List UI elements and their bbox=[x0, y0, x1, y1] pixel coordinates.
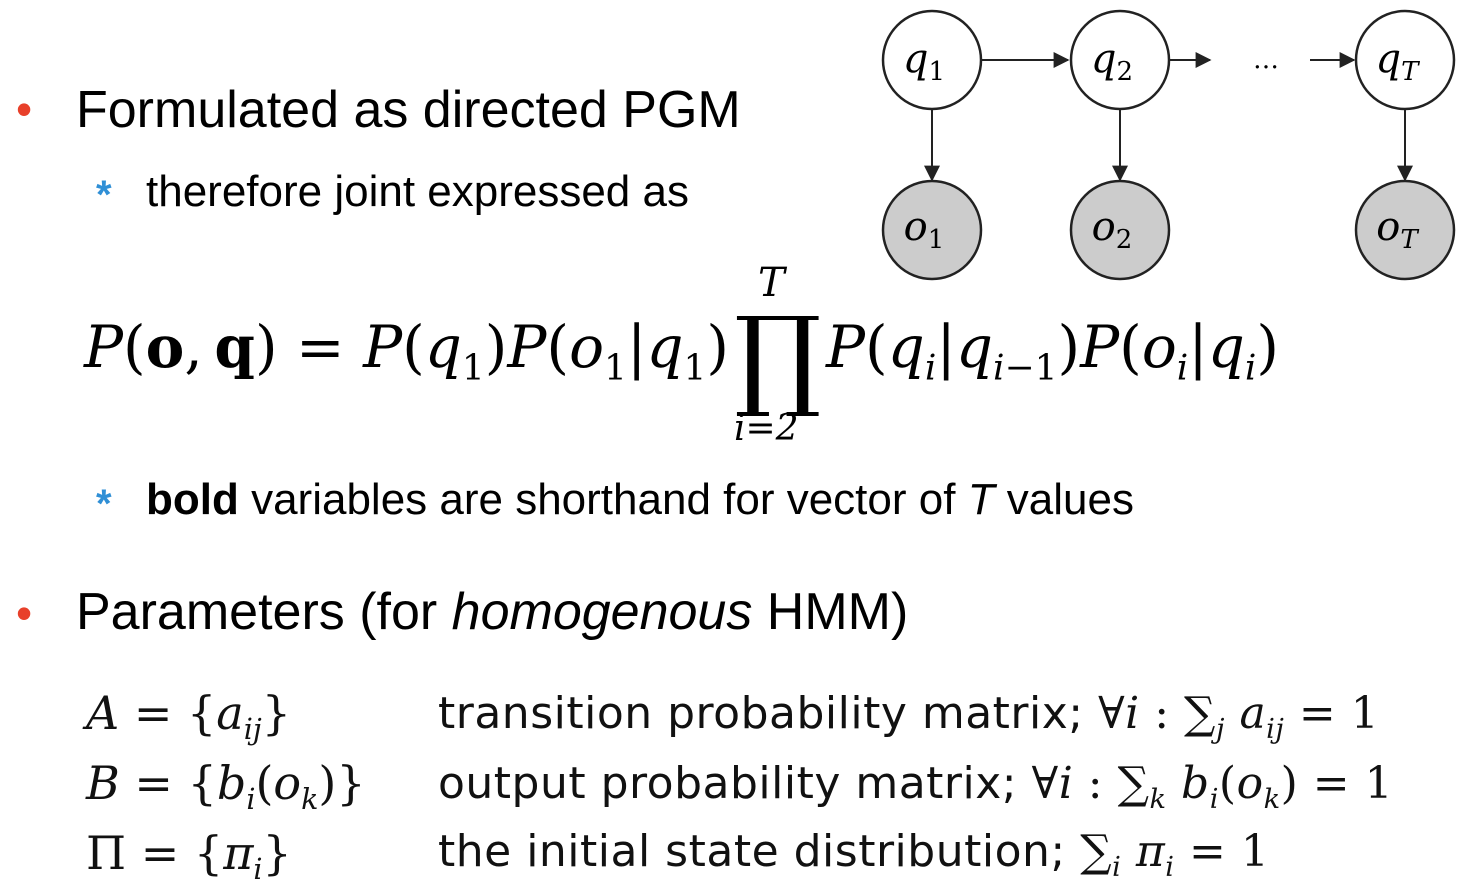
label-o2: o2 bbox=[1092, 204, 1133, 255]
joint-equation-product-terms: P(qi|qi−1)P(oi|qi) bbox=[826, 313, 1280, 389]
bullet-2-text: Parameters (for homogenous HMM) bbox=[76, 586, 908, 638]
joint-equation: P(o, q) = P(q1)P(o1|q1) bbox=[84, 313, 730, 389]
product-lower-limit: i=2 bbox=[734, 408, 799, 449]
sub-bullet-2-post: values bbox=[994, 475, 1134, 524]
label-o1: o1 bbox=[904, 204, 945, 255]
bullet-2-post: HMM) bbox=[752, 583, 909, 641]
param-A-constraint: ∀i : ∑j aij = 1 bbox=[1098, 688, 1380, 745]
param-B-description: output probability matrix; ∀i : ∑k bi(ok… bbox=[438, 762, 1393, 813]
param-A-description: transition probability matrix; ∀i : ∑j a… bbox=[438, 692, 1379, 743]
bold-word: bold bbox=[146, 475, 239, 524]
bullet-dot-2: • bbox=[16, 587, 33, 639]
node-qT bbox=[1354, 9, 1456, 111]
param-Pi-symbol: Π = {πi} bbox=[86, 826, 292, 887]
param-B-symbol: B = {bi(ok)} bbox=[86, 756, 366, 817]
sub-bullet-2-text: bold variables are shorthand for vector … bbox=[146, 478, 1134, 522]
node-q1 bbox=[881, 9, 983, 111]
param-B-constraint: ∀i : ∑k bi(ok) = 1 bbox=[1031, 758, 1394, 815]
italic-T: T bbox=[967, 475, 995, 524]
param-Pi-constraint: ∑i πi = 1 bbox=[1080, 826, 1270, 883]
param-Pi-description: the initial state distribution; ∑i πi = … bbox=[438, 830, 1269, 881]
label-q1: q1 bbox=[903, 36, 945, 87]
param-A-symbol: A = {aij} bbox=[86, 686, 291, 747]
sub-bullet-star-2: * bbox=[96, 482, 112, 526]
sub-bullet-1-text: therefore joint expressed as bbox=[146, 167, 689, 216]
param-Pi-desc-text: the initial state distribution; bbox=[438, 826, 1066, 877]
node-o1 bbox=[881, 179, 983, 281]
hmm-diagram: … q1 q2 qT o1 o2 oT bbox=[881, 9, 1456, 281]
chain-ellipsis: … bbox=[1253, 45, 1279, 75]
param-B-desc-text: output probability matrix; bbox=[438, 758, 1018, 809]
bullet-2-pre: Parameters (for bbox=[76, 583, 452, 641]
bullet-1-text: Formulated as directed PGM bbox=[76, 81, 741, 139]
bullet-dot-1: • bbox=[16, 83, 33, 135]
label-oT: oT bbox=[1376, 204, 1419, 255]
node-o2 bbox=[1069, 179, 1171, 281]
sub-bullet-star-1: * bbox=[96, 173, 112, 217]
sub-bullet-2-pre: variables are shorthand for vector of bbox=[238, 475, 968, 524]
product-symbol: ∏ bbox=[734, 293, 822, 421]
node-oT bbox=[1354, 179, 1456, 281]
node-q2 bbox=[1069, 9, 1171, 111]
label-q2: q2 bbox=[1091, 36, 1133, 87]
param-A-desc-text: transition probability matrix; bbox=[438, 688, 1084, 739]
bullet-2-italic: homogenous bbox=[451, 583, 753, 641]
product-upper-limit: T bbox=[758, 260, 785, 306]
label-qT: qT bbox=[1376, 36, 1421, 87]
